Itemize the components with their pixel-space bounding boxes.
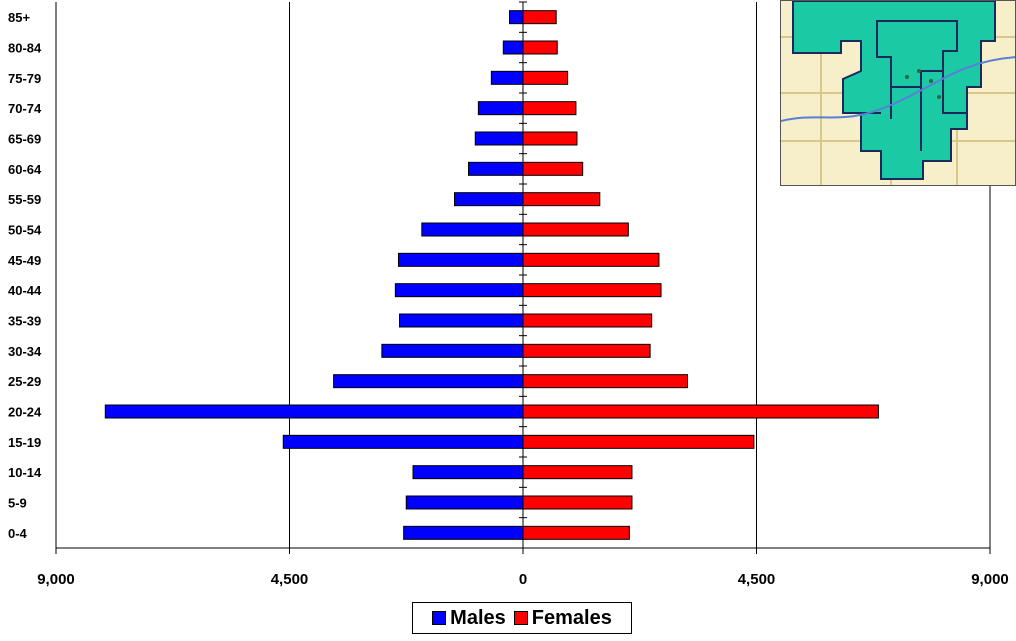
category-label-70-74: 70-74 xyxy=(8,101,42,116)
female-bar-10-14 xyxy=(522,465,633,480)
female-bar-65-69 xyxy=(522,131,578,146)
male-bar-85+ xyxy=(509,10,524,25)
female-bar-5-9 xyxy=(522,495,633,510)
female-bar-80-84 xyxy=(522,40,558,55)
x-tick-label: 0 xyxy=(519,571,527,588)
category-label-75-79: 75-79 xyxy=(8,71,41,86)
category-label-5-9: 5-9 xyxy=(8,496,27,511)
category-label-40-44: 40-44 xyxy=(8,283,42,298)
legend-swatch-females xyxy=(513,611,528,625)
male-bar-30-34 xyxy=(381,343,524,358)
category-label-45-49: 45-49 xyxy=(8,253,41,268)
inset-map xyxy=(780,0,1016,186)
male-bar-50-54 xyxy=(421,222,524,237)
male-bar-10-14 xyxy=(412,465,524,480)
legend-swatch-males xyxy=(432,611,447,625)
category-label-0-4: 0-4 xyxy=(8,526,28,541)
male-bar-55-59 xyxy=(454,192,524,207)
male-bar-40-44 xyxy=(394,283,524,298)
category-label-60-64: 60-64 xyxy=(8,162,42,177)
female-bar-50-54 xyxy=(522,222,629,237)
legend-label-males: Males xyxy=(450,606,506,629)
male-bar-80-84 xyxy=(502,40,524,55)
chart-legend: Males Females xyxy=(412,602,632,634)
x-tick-label: 9,000 xyxy=(37,571,75,588)
female-bar-45-49 xyxy=(522,252,660,267)
male-bar-0-4 xyxy=(403,525,524,540)
female-bar-30-34 xyxy=(522,343,651,358)
x-tick-label: 4,500 xyxy=(738,571,776,588)
category-label-30-34: 30-34 xyxy=(8,344,42,359)
male-bar-65-69 xyxy=(474,131,524,146)
female-bar-15-19 xyxy=(522,434,755,449)
category-label-65-69: 65-69 xyxy=(8,132,41,147)
female-bar-85+ xyxy=(522,10,557,25)
category-label-35-39: 35-39 xyxy=(8,314,41,329)
x-tick-label: 4,500 xyxy=(271,571,309,588)
male-bar-15-19 xyxy=(282,434,524,449)
male-bar-70-74 xyxy=(477,101,524,116)
category-label-15-19: 15-19 xyxy=(8,435,41,450)
male-bar-60-64 xyxy=(468,161,524,176)
male-bar-35-39 xyxy=(399,313,524,328)
female-bar-0-4 xyxy=(522,525,630,540)
female-bar-60-64 xyxy=(522,161,584,176)
male-bar-5-9 xyxy=(405,495,524,510)
legend-item-females: Females xyxy=(513,606,612,630)
female-bar-40-44 xyxy=(522,283,662,298)
category-label-50-54: 50-54 xyxy=(8,223,42,238)
female-bar-25-29 xyxy=(522,374,688,389)
category-label-25-29: 25-29 xyxy=(8,374,41,389)
category-label-20-24: 20-24 xyxy=(8,405,42,420)
category-label-55-59: 55-59 xyxy=(8,192,41,207)
male-bar-20-24 xyxy=(104,404,524,419)
city-area-map-icon xyxy=(781,1,1015,185)
female-bar-75-79 xyxy=(522,70,569,85)
male-bar-45-49 xyxy=(397,252,524,267)
male-bar-25-29 xyxy=(333,374,524,389)
female-bar-20-24 xyxy=(522,404,879,419)
legend-label-females: Females xyxy=(531,606,612,629)
axis-layer xyxy=(55,1,991,554)
male-bar-75-79 xyxy=(490,70,524,85)
female-bar-35-39 xyxy=(522,313,653,328)
labels-layer: 9,000 4,500 0 4,500 9,000 0-4 5-9 10-14 15-19 20-… xyxy=(8,10,1009,588)
legend-item-males: Males xyxy=(432,607,506,630)
bars-layer xyxy=(104,10,879,540)
category-label-85+: 85+ xyxy=(8,10,30,25)
category-label-80-84: 80-84 xyxy=(8,41,42,56)
female-bar-55-59 xyxy=(522,192,601,207)
x-tick-label: 9,000 xyxy=(971,571,1009,588)
category-label-10-14: 10-14 xyxy=(8,465,42,480)
female-bar-70-74 xyxy=(522,101,577,116)
